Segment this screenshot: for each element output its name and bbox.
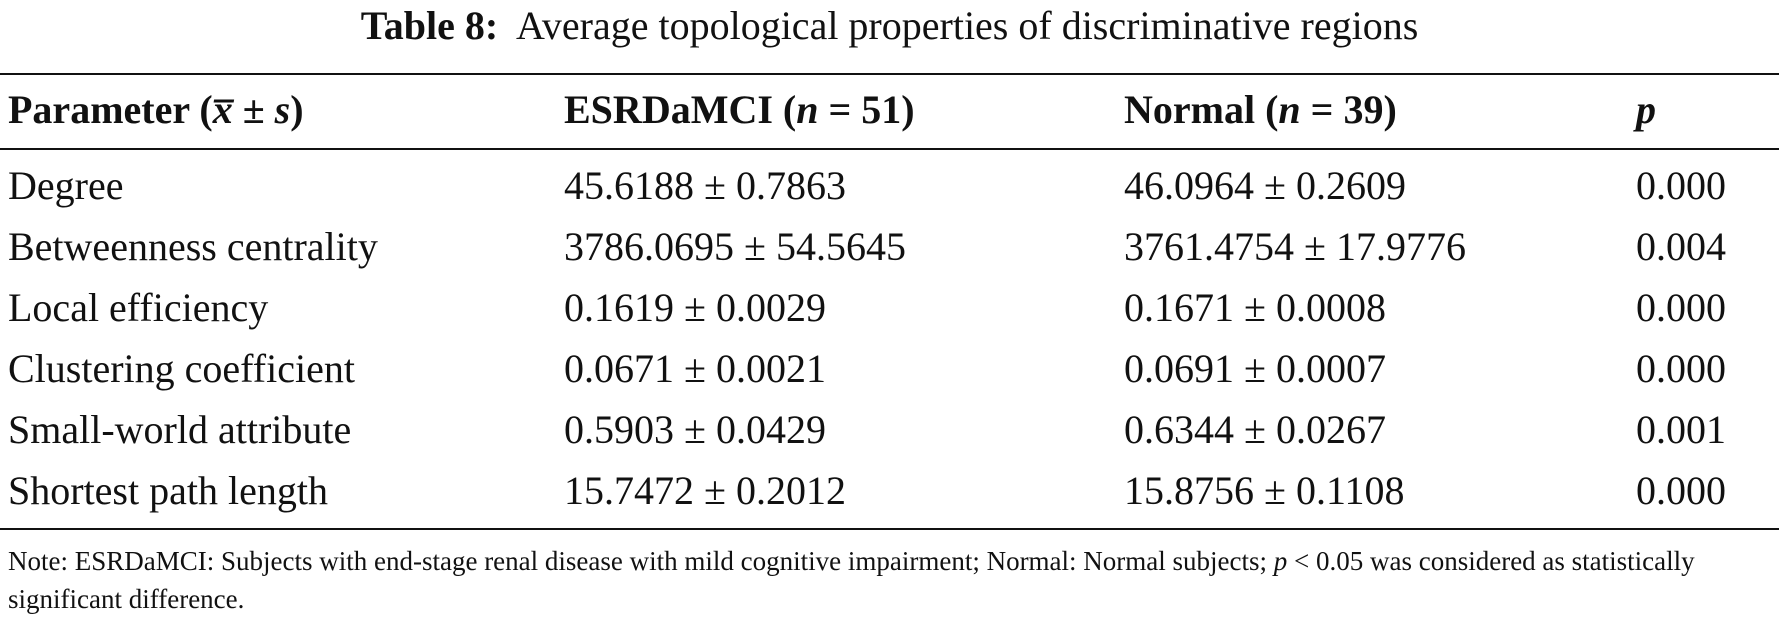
header-parameter-label: Parameter ( [8, 87, 213, 132]
header-esrdamci-count: = 51) [818, 87, 915, 132]
row-clustering-esrdamci: 0.0671 ± 0.0021 [564, 346, 826, 391]
table-bottom-rule [0, 528, 1779, 530]
row-local-efficiency-esrdamci: 0.1619 ± 0.0029 [564, 285, 826, 330]
header-normal: Normal (n = 39) [1124, 86, 1397, 134]
header-normal-count: = 39) [1300, 87, 1397, 132]
header-rule [0, 148, 1779, 150]
table-caption-label: Table 8: [360, 3, 499, 48]
header-parameter-close: ) [290, 87, 304, 132]
row-small-world-esrdamci: 0.5903 ± 0.0429 [564, 407, 826, 452]
header-normal-label: Normal ( [1124, 87, 1279, 132]
header-parameter-mean-symbol: x̅ [212, 87, 233, 132]
table-footnote: Note: ESRDaMCI: Subjects with end-stage … [8, 542, 1770, 618]
row-betweenness-esrdamci: 3786.0695 ± 54.5645 [564, 224, 906, 269]
header-esrdamci: ESRDaMCI (n = 51) [564, 86, 915, 134]
row-local-efficiency-normal: 0.1671 ± 0.0008 [1124, 285, 1386, 330]
row-local-efficiency-p: 0.000 [1636, 285, 1726, 330]
table-caption: Table 8: Average topological properties … [0, 2, 1779, 58]
header-parameter-pm: ± [232, 87, 275, 132]
table-top-rule [0, 73, 1779, 75]
row-shortest-path-parameter: Shortest path length [8, 468, 328, 513]
table-footnote-part1: Note: ESRDaMCI: Subjects with end-stage … [8, 546, 1274, 576]
row-degree-esrdamci: 45.6188 ± 0.7863 [564, 163, 846, 208]
table-footnote-part2: < 0.05 was considered as statistically s… [8, 546, 1695, 614]
header-normal-n: n [1278, 87, 1301, 132]
header-parameter-sd-symbol: s [274, 87, 291, 132]
row-shortest-path-esrdamci: 15.7472 ± 0.2012 [564, 468, 846, 513]
header-esrdamci-label: ESRDaMCI ( [564, 87, 797, 132]
row-shortest-path-normal: 15.8756 ± 0.1108 [1124, 468, 1405, 513]
row-betweenness-parameter: Betweenness centrality [8, 224, 378, 269]
row-betweenness-p: 0.004 [1636, 224, 1726, 269]
header-parameter: Parameter (x̅ ± s) [8, 86, 304, 134]
header-esrdamci-n: n [796, 87, 819, 132]
row-local-efficiency-parameter: Local efficiency [8, 285, 269, 330]
row-clustering-p: 0.000 [1636, 346, 1726, 391]
table-footnote-p: p [1273, 546, 1288, 576]
header-p-value: p [1636, 87, 1656, 132]
row-small-world-p: 0.001 [1636, 407, 1726, 452]
row-betweenness-normal: 3761.4754 ± 17.9776 [1124, 224, 1466, 269]
row-degree-p: 0.000 [1636, 163, 1726, 208]
row-degree-normal: 46.0964 ± 0.2609 [1124, 163, 1406, 208]
row-degree-parameter: Degree [8, 163, 124, 208]
row-small-world-parameter: Small-world attribute [8, 407, 352, 452]
table-caption-text: Average topological properties of discri… [515, 3, 1419, 48]
row-shortest-path-p: 0.000 [1636, 468, 1726, 513]
row-clustering-parameter: Clustering coefficient [8, 346, 355, 391]
row-small-world-normal: 0.6344 ± 0.0267 [1124, 407, 1386, 452]
row-clustering-normal: 0.0691 ± 0.0007 [1124, 346, 1386, 391]
